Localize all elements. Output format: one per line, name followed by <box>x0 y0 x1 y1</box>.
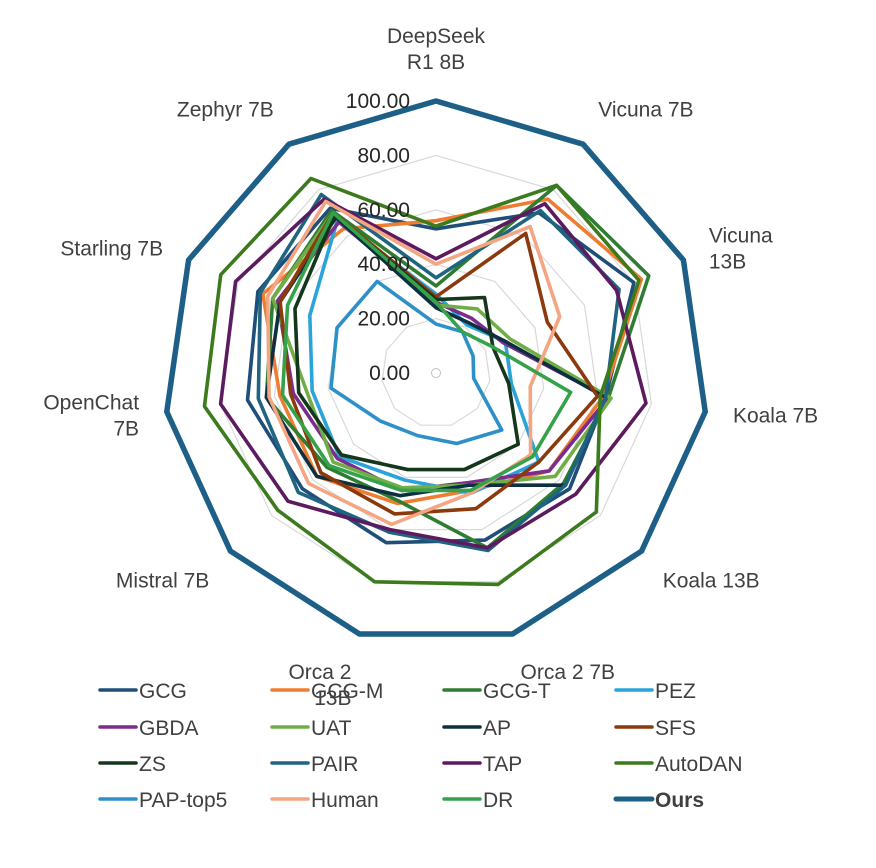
legend-label: Ours <box>655 789 704 812</box>
category-label: R1 8B <box>407 51 465 74</box>
category-label: Vicuna 7B <box>598 99 693 122</box>
category-labels: DeepSeek R1 8B Vicuna 7B Vicuna 13B Koala 7B K… <box>43 25 818 710</box>
legend-item: GCG-M <box>270 680 383 703</box>
tick-label: 0.00 <box>369 362 410 385</box>
category-label: Orca 2 7B <box>521 661 616 684</box>
legend-item: PAIR <box>270 753 358 776</box>
radial-tick-labels: 0.00 20.00 40.00 60.00 80.00 100.00 <box>346 90 410 385</box>
category-label: Zephyr 7B <box>177 99 274 122</box>
legend-label: ZS <box>139 753 166 776</box>
legend-item: UAT <box>270 717 352 740</box>
category-label: 13B <box>314 687 351 710</box>
tick-label: 40.00 <box>357 253 410 276</box>
legend-item: DR <box>442 789 513 812</box>
legend-label: PEZ <box>655 680 696 703</box>
series-line-autodan <box>202 176 641 587</box>
legend-item: TAP <box>442 753 522 776</box>
category-label: Koala 7B <box>733 405 818 428</box>
series-line-zs <box>293 213 521 472</box>
category-label: Starling 7B <box>60 237 163 260</box>
legend-item: SFS <box>614 717 696 740</box>
series-line-tap <box>218 197 648 550</box>
series-line-dr <box>280 211 573 493</box>
grid-ring <box>381 317 491 426</box>
category-label: 13B <box>709 250 746 273</box>
legend-label: AutoDAN <box>655 753 743 776</box>
grid-ring <box>273 209 599 531</box>
series-line-uat <box>270 211 613 490</box>
category-label: 7B <box>113 418 139 441</box>
legend-label: Human <box>311 789 379 812</box>
legend-label: DR <box>483 789 513 812</box>
legend-item: ZS <box>98 753 166 776</box>
legend-item: GCG-T <box>442 680 551 703</box>
category-label: DeepSeek <box>387 25 486 48</box>
category-label: OpenChat <box>43 392 139 415</box>
legend-label: GCG-T <box>483 680 551 703</box>
legend-item: PAP-top5 <box>98 789 227 812</box>
legend: GCG GCG-M GCG-T PEZ GBDA UAT AP SFS ZS PAIR TAP Aut… <box>98 680 743 812</box>
radar-series <box>164 98 708 637</box>
legend-item: Human <box>270 789 379 812</box>
legend-label: GCG-M <box>311 680 383 703</box>
legend-label: AP <box>483 717 511 740</box>
legend-label: UAT <box>311 717 352 740</box>
category-label: Vicuna <box>709 224 773 247</box>
category-label: Mistral 7B <box>116 569 209 592</box>
tick-label: 20.00 <box>357 308 410 331</box>
series-line-pap-top5 <box>329 279 504 446</box>
series-line-human <box>265 199 562 527</box>
legend-item: AP <box>442 717 511 740</box>
legend-item: GCG <box>98 680 187 703</box>
tick-label: 80.00 <box>357 144 410 167</box>
category-label: Orca 2 <box>288 661 351 684</box>
legend-label: TAP <box>483 753 522 776</box>
category-label: Koala 13B <box>663 569 760 592</box>
grid-ring <box>166 100 706 635</box>
legend-label: SFS <box>655 717 696 740</box>
legend-label: GCG <box>139 680 187 703</box>
legend-item: AutoDAN <box>614 753 743 776</box>
series-line-ours <box>164 98 708 637</box>
legend-label: PAP-top5 <box>139 789 227 812</box>
legend-item: GBDA <box>98 717 199 740</box>
tick-label: 60.00 <box>357 199 410 222</box>
center-marker <box>431 368 441 378</box>
radar-grid <box>166 100 706 635</box>
tick-label: 100.00 <box>346 90 410 113</box>
legend-label: PAIR <box>311 753 358 776</box>
legend-item: PEZ <box>614 680 696 703</box>
legend-item: Ours <box>613 789 704 812</box>
legend-label: GBDA <box>139 717 199 740</box>
series-line-sfs <box>278 211 600 516</box>
